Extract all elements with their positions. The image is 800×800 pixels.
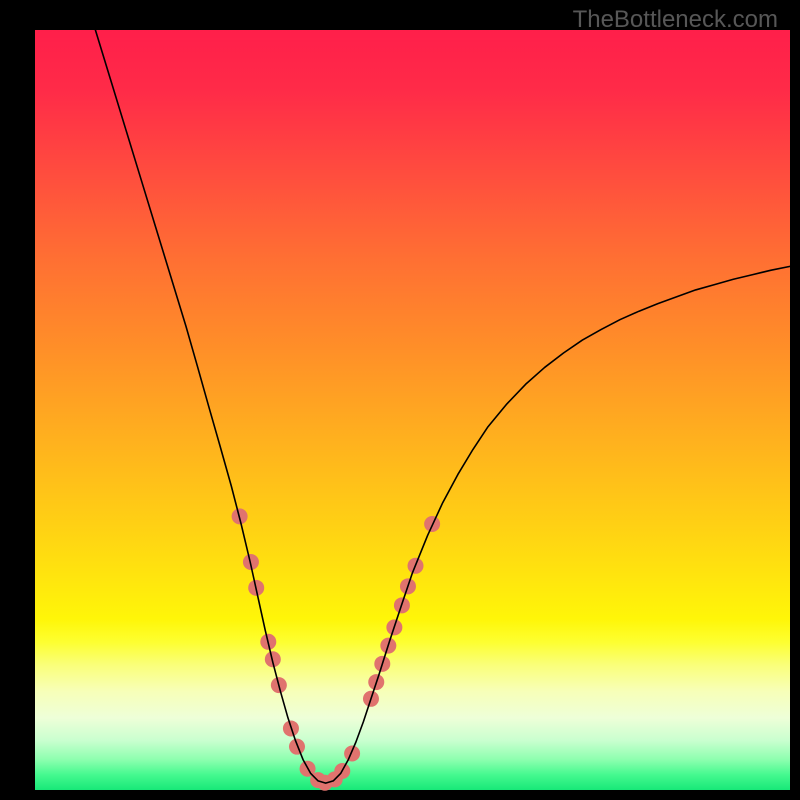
data-markers — [232, 508, 441, 790]
bottleneck-curve-chart — [0, 0, 800, 800]
watermark-text: TheBottleneck.com — [573, 6, 778, 34]
data-marker — [344, 746, 360, 762]
bottleneck-curve — [95, 30, 790, 783]
data-marker — [289, 739, 305, 755]
